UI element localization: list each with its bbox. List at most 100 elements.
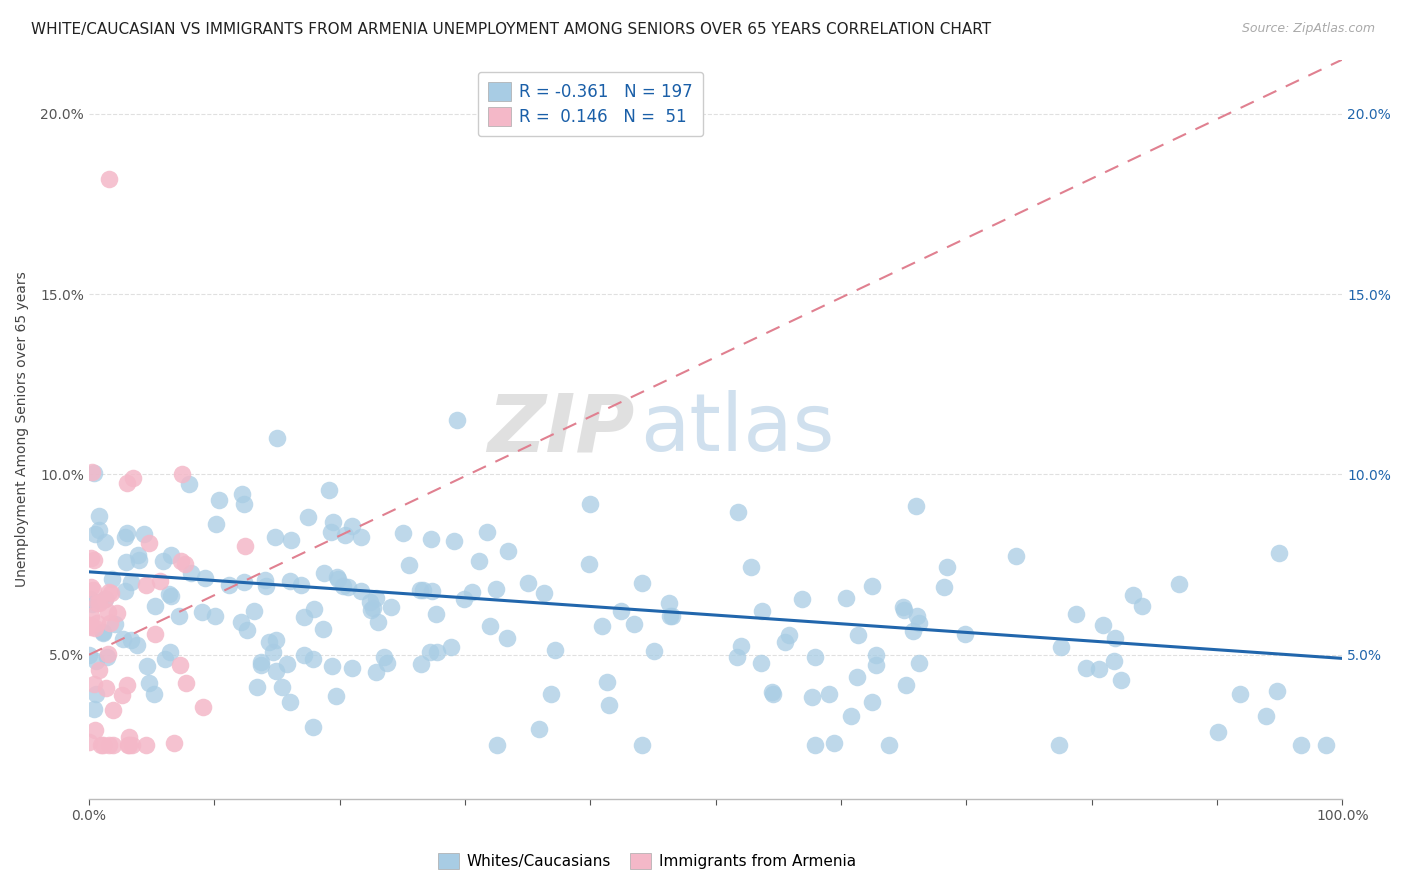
Point	[87, 663, 110, 677]
Point	[254, 574, 277, 588]
Point	[194, 571, 217, 585]
Point	[132, 526, 155, 541]
Point	[1104, 631, 1126, 645]
Point	[120, 575, 142, 590]
Point	[478, 619, 501, 633]
Point	[83, 702, 105, 716]
Point	[1206, 725, 1229, 739]
Point	[367, 615, 389, 630]
Point	[527, 722, 550, 736]
Point	[321, 659, 343, 673]
Point	[340, 518, 363, 533]
Point	[461, 585, 484, 599]
Point	[778, 628, 800, 642]
Point	[114, 530, 136, 544]
Point	[143, 599, 166, 614]
Point	[84, 654, 107, 668]
Point	[631, 575, 654, 590]
Point	[94, 535, 117, 549]
Point	[115, 526, 138, 541]
Point	[596, 674, 619, 689]
Point	[280, 574, 302, 588]
Point	[350, 583, 373, 598]
Point	[174, 676, 197, 690]
Point	[233, 575, 256, 590]
Point	[326, 570, 349, 584]
Point	[496, 631, 519, 645]
Point	[1047, 738, 1070, 752]
Point	[333, 528, 356, 542]
Text: atlas: atlas	[640, 391, 835, 468]
Point	[84, 723, 107, 737]
Point	[77, 648, 100, 662]
Point	[101, 703, 124, 717]
Point	[83, 677, 105, 691]
Text: ZIP: ZIP	[486, 391, 634, 468]
Point	[1050, 640, 1073, 655]
Point	[485, 582, 508, 596]
Point	[533, 586, 555, 600]
Point	[105, 607, 128, 621]
Point	[1256, 709, 1278, 723]
Point	[101, 572, 124, 586]
Point	[91, 738, 114, 752]
Point	[592, 619, 614, 633]
Point	[111, 632, 134, 646]
Point	[121, 738, 143, 752]
Point	[373, 649, 395, 664]
Point	[419, 645, 441, 659]
Point	[846, 670, 869, 684]
Point	[865, 658, 887, 673]
Point	[236, 624, 259, 638]
Point	[292, 609, 315, 624]
Point	[440, 640, 463, 654]
Point	[138, 676, 160, 690]
Point	[727, 505, 749, 519]
Point	[149, 574, 172, 589]
Point	[907, 657, 929, 671]
Point	[97, 605, 120, 619]
Point	[249, 655, 271, 669]
Point	[264, 530, 287, 544]
Point	[762, 687, 785, 701]
Point	[127, 548, 149, 562]
Point	[312, 622, 335, 636]
Point	[266, 632, 288, 647]
Point	[266, 664, 288, 678]
Point	[468, 554, 491, 568]
Point	[905, 609, 928, 624]
Point	[860, 695, 883, 709]
Point	[336, 580, 359, 594]
Point	[79, 591, 101, 606]
Point	[170, 467, 193, 481]
Point	[97, 648, 120, 662]
Point	[1130, 599, 1153, 614]
Point	[159, 645, 181, 659]
Point	[1064, 607, 1087, 621]
Point	[1167, 577, 1189, 591]
Point	[835, 591, 858, 606]
Point	[117, 678, 139, 692]
Point	[143, 627, 166, 641]
Point	[262, 645, 284, 659]
Point	[266, 431, 288, 445]
Point	[169, 608, 191, 623]
Point	[730, 639, 752, 653]
Point	[87, 509, 110, 524]
Point	[87, 597, 110, 611]
Point	[380, 600, 402, 615]
Point	[114, 583, 136, 598]
Point	[877, 738, 900, 752]
Legend: R = -0.361   N = 197, R =  0.146   N =  51: R = -0.361 N = 197, R = 0.146 N = 51	[478, 71, 703, 136]
Point	[159, 589, 181, 603]
Point	[174, 557, 197, 571]
Point	[865, 648, 887, 662]
Point	[364, 591, 387, 605]
Point	[1104, 654, 1126, 668]
Point	[579, 497, 602, 511]
Point	[231, 615, 253, 630]
Point	[233, 540, 256, 554]
Point	[101, 738, 124, 752]
Point	[475, 524, 498, 539]
Point	[1092, 618, 1115, 632]
